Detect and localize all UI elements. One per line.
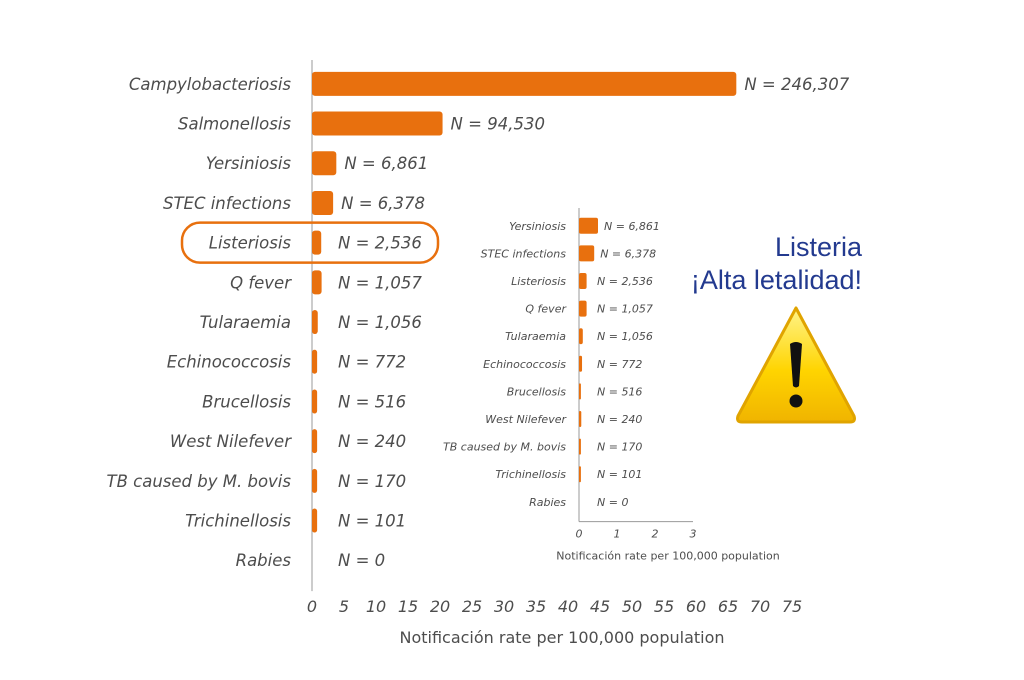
inset-category-label: TB caused by M. bovis xyxy=(443,441,566,454)
inset-bar-listeriosis xyxy=(579,273,587,289)
inset-bar-stec-infections xyxy=(579,245,595,262)
inset-category-label: Listeriosis xyxy=(511,275,566,288)
main-x-tick-label: 20 xyxy=(430,597,450,616)
inset-bar-brucellosis xyxy=(579,383,581,400)
inset-count-label: N = 1,056 xyxy=(597,330,653,343)
main-bar-q-fever xyxy=(312,270,322,295)
main-x-tick-label: 50 xyxy=(622,597,642,616)
main-x-tick-label: 40 xyxy=(558,597,578,616)
main-bar-campylobacteriosis xyxy=(312,71,737,96)
main-category-label: West Nilefever xyxy=(170,432,292,451)
inset-x-tick-label: 1 xyxy=(614,528,621,541)
main-count-label: N = 170 xyxy=(338,472,406,491)
main-count-label: N = 0 xyxy=(338,551,385,570)
inset-count-label: N = 170 xyxy=(597,441,642,454)
main-x-tick-label: 75 xyxy=(782,597,802,616)
main-x-tick-label: 60 xyxy=(686,597,706,616)
main-count-label: N = 6,861 xyxy=(344,154,428,173)
inset-x-tick-label: 2 xyxy=(652,528,659,541)
main-category-label: Trichinellosis xyxy=(185,511,291,530)
main-x-axis-title: Notificación rate per 100,000 population xyxy=(399,628,724,647)
main-x-tick-label: 35 xyxy=(526,597,546,616)
main-bar-brucellosis xyxy=(312,389,318,414)
main-count-label: N = 1,056 xyxy=(338,313,422,332)
main-x-tick-label: 30 xyxy=(494,597,514,616)
main-category-label: Rabies xyxy=(236,551,292,570)
inset-count-label: N = 772 xyxy=(597,358,642,371)
inset-count-label: N = 240 xyxy=(597,413,642,426)
main-count-label: N = 516 xyxy=(338,392,406,411)
main-count-label: N = 6,378 xyxy=(341,194,425,213)
inset-bar-trichinellosis xyxy=(579,466,581,483)
main-category-label: Tularaemia xyxy=(200,313,291,332)
main-bar-listeriosis xyxy=(312,230,322,255)
inset-count-label: N = 1,057 xyxy=(597,303,653,316)
main-count-label: N = 101 xyxy=(338,511,406,530)
inset-count-label: N = 516 xyxy=(597,385,642,398)
inset-category-label: Trichinellosis xyxy=(495,468,566,481)
main-category-label: TB caused by M. bovis xyxy=(107,472,292,491)
inset-category-label: STEC infections xyxy=(481,247,567,260)
inset-bar-tb-caused-by-m-bovis xyxy=(579,438,581,455)
inset-count-label: N = 0 xyxy=(597,496,628,509)
warning-triangle-icon xyxy=(736,306,856,424)
main-category-label: Q fever xyxy=(230,273,292,292)
main-bar-echinococcosis xyxy=(312,349,318,374)
main-x-tick-label: 0 xyxy=(307,597,317,616)
inset-category-label: Brucellosis xyxy=(507,385,566,398)
callout-subtitle: ¡Alta letalidad! xyxy=(690,265,862,295)
main-x-tick-label: 15 xyxy=(398,597,418,616)
main-bar-salmonellosis xyxy=(312,111,443,136)
main-bar-tb-caused-by-m-bovis xyxy=(312,468,318,493)
main-count-label: N = 772 xyxy=(338,353,406,372)
inset-x-tick-label: 0 xyxy=(576,528,583,541)
main-category-label: Yersiniosis xyxy=(206,154,292,173)
main-bar-trichinellosis xyxy=(312,508,318,533)
main-count-label: N = 1,057 xyxy=(338,273,422,292)
main-bar-west-nilefever xyxy=(312,429,318,454)
main-x-tick-label: 25 xyxy=(462,597,482,616)
inset-count-label: N = 101 xyxy=(597,468,642,481)
main-x-tick-label: 10 xyxy=(366,597,386,616)
main-count-label: N = 2,536 xyxy=(338,234,422,253)
main-bar-tularaemia xyxy=(312,310,318,335)
main-category-label: Campylobacteriosis xyxy=(129,75,292,94)
main-category-label: Salmonellosis xyxy=(178,114,291,133)
main-bar-stec-infections xyxy=(312,190,334,215)
inset-category-label: Yersiniosis xyxy=(509,220,566,233)
inset-bar-west-nilefever xyxy=(579,411,582,427)
inset-category-label: Q fever xyxy=(525,303,567,316)
inset-category-label: West Nilefever xyxy=(485,413,567,426)
main-category-label: STEC infections xyxy=(163,194,291,213)
main-bar-yersiniosis xyxy=(312,151,337,176)
inset-count-label: N = 6,861 xyxy=(604,220,660,233)
inset-category-label: Tularaemia xyxy=(505,330,566,343)
main-category-label: Brucellosis xyxy=(202,392,291,411)
inset-count-label: N = 2,536 xyxy=(597,275,653,288)
inset-bar-q-fever xyxy=(579,300,587,317)
main-count-label: N = 94,530 xyxy=(451,114,545,133)
main-x-tick-label: 45 xyxy=(590,597,610,616)
main-bar-chart: Campylobacteriosis N = 246,307 Salmonellos… xyxy=(107,60,850,647)
inset-bar-echinococcosis xyxy=(579,355,583,372)
inset-count-label: N = 6,378 xyxy=(600,247,656,260)
main-count-label: N = 240 xyxy=(338,432,406,451)
main-category-label: Listeriosis xyxy=(209,234,292,253)
main-x-tick-label: 55 xyxy=(654,597,674,616)
inset-category-label: Rabies xyxy=(529,496,566,509)
main-highlight-outline xyxy=(180,221,440,264)
main-x-tick-label: 5 xyxy=(339,597,349,616)
inset-x-tick-label: 3 xyxy=(690,528,697,541)
inset-bar-yersiniosis xyxy=(579,217,598,234)
main-x-tick-label: 70 xyxy=(750,597,770,616)
inset-category-label: Echinococcosis xyxy=(483,358,566,371)
inset-x-axis-title: Notificación rate per 100,000 population xyxy=(556,550,780,563)
callout-title: Listeria xyxy=(774,232,862,262)
main-count-label: N = 246,307 xyxy=(744,75,849,94)
inset-bar-chart: Yersiniosis N = 6,861 STEC infections N = 6… xyxy=(443,208,780,563)
main-x-tick-label: 65 xyxy=(718,597,738,616)
main-category-label: Echinococcosis xyxy=(167,353,292,372)
inset-bar-tularaemia xyxy=(579,328,583,345)
